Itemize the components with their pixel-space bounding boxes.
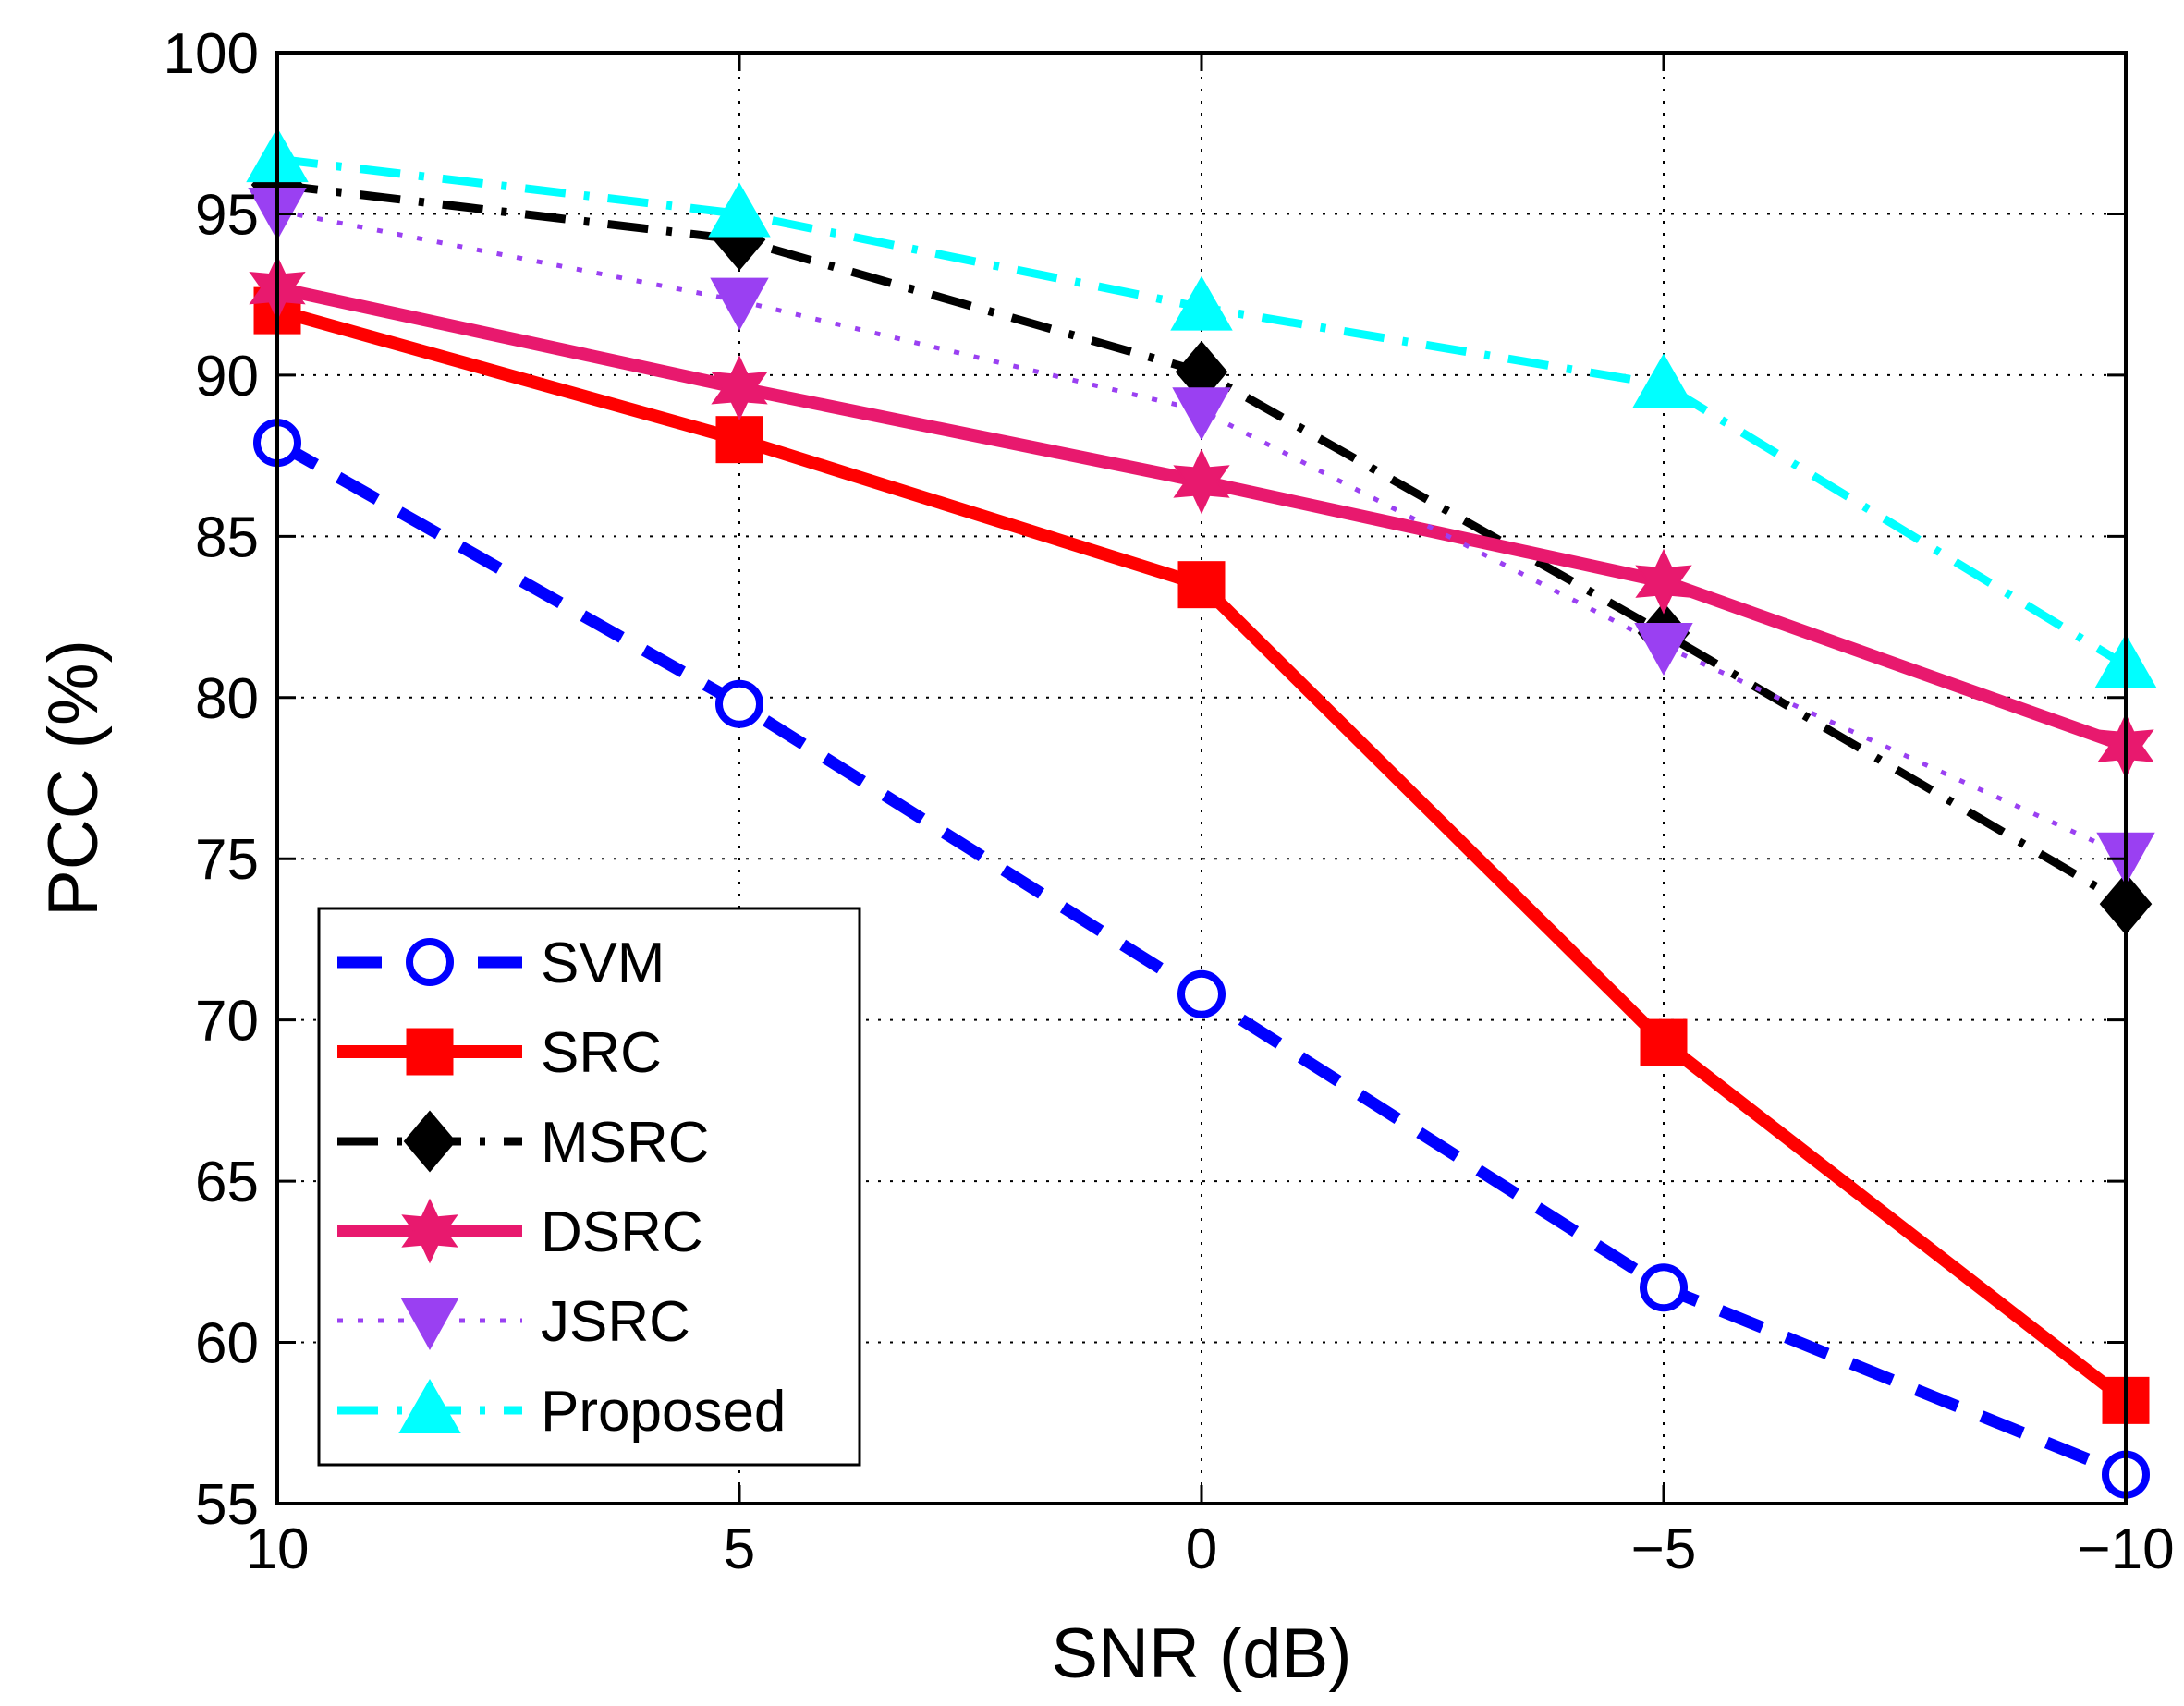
y-tick-label: 55 — [195, 1473, 259, 1537]
series-jsrc-marker — [1172, 387, 1231, 441]
y-tick-label: 100 — [164, 22, 259, 86]
series-layer — [246, 128, 2157, 1499]
series-src-marker — [1177, 561, 1226, 609]
legend-label-src: SRC — [541, 1021, 662, 1085]
legend-proposed-marker — [398, 1378, 461, 1433]
legend-item-src: SRC — [337, 1021, 662, 1085]
legend-item-svm: SVM — [337, 932, 665, 995]
legend: SVM SRC MSRC DSRC JSRC Proposed — [317, 907, 861, 1467]
series-dsrc-marker — [1635, 548, 1692, 615]
legend-item-dsrc: DSRC — [337, 1198, 703, 1264]
series-src-marker — [715, 416, 763, 464]
x-tick-label: −10 — [2077, 1517, 2174, 1581]
legend-dsrc-marker — [401, 1198, 458, 1264]
legend-src-marker — [406, 1028, 454, 1076]
series-svm-marker — [1177, 969, 1226, 1018]
series-dsrc-marker — [1173, 448, 1230, 515]
series-svm-marker — [1640, 1263, 1688, 1312]
y-tick-label: 95 — [195, 183, 259, 247]
legend-jsrc-marker — [400, 1298, 459, 1351]
series-jsrc-marker — [710, 277, 769, 331]
series-src-marker — [1640, 1018, 1688, 1066]
series-proposed-marker — [1632, 353, 1695, 408]
x-tick-label: −5 — [1631, 1517, 1697, 1581]
legend-label-proposed: Proposed — [541, 1380, 786, 1444]
series-jsrc-marker — [1634, 622, 1693, 676]
x-axis-title: SNR (dB) — [1051, 1615, 1351, 1693]
x-tick-label: 10 — [246, 1517, 310, 1581]
legend-item-msrc: MSRC — [337, 1110, 710, 1175]
series-dsrc-marker — [711, 355, 768, 421]
y-tick-label: 75 — [195, 828, 259, 892]
y-tick-label: 85 — [195, 506, 259, 569]
y-tick-label: 65 — [195, 1151, 259, 1214]
y-axis-title: PCC (%) — [34, 640, 113, 917]
legend-item-proposed: Proposed — [337, 1378, 786, 1444]
legend-box — [317, 907, 861, 1467]
series-proposed-marker — [1170, 275, 1233, 331]
x-tick-label: 5 — [724, 1517, 755, 1581]
series-svm — [253, 419, 2150, 1499]
series-proposed-marker — [708, 182, 771, 238]
y-tick-label: 80 — [195, 667, 259, 731]
legend-item-jsrc: JSRC — [337, 1290, 690, 1354]
y-tick-label: 60 — [195, 1312, 259, 1376]
y-tick-label: 90 — [195, 345, 259, 408]
legend-svm-marker — [406, 938, 454, 986]
legend-label-msrc: MSRC — [541, 1111, 710, 1175]
legend-msrc-marker — [403, 1110, 457, 1173]
legend-label-dsrc: DSRC — [541, 1200, 703, 1264]
legend-label-svm: SVM — [541, 932, 665, 995]
y-tick-label: 70 — [195, 990, 259, 1054]
axis-ticks: 10 5 0 −5 −10 55 60 65 70 75 80 85 90 95 100 — [164, 22, 2175, 1581]
legend-label-jsrc: JSRC — [541, 1290, 690, 1354]
series-src — [253, 286, 2150, 1424]
series-svm-marker — [715, 679, 763, 728]
x-tick-label: 0 — [1186, 1517, 1217, 1581]
